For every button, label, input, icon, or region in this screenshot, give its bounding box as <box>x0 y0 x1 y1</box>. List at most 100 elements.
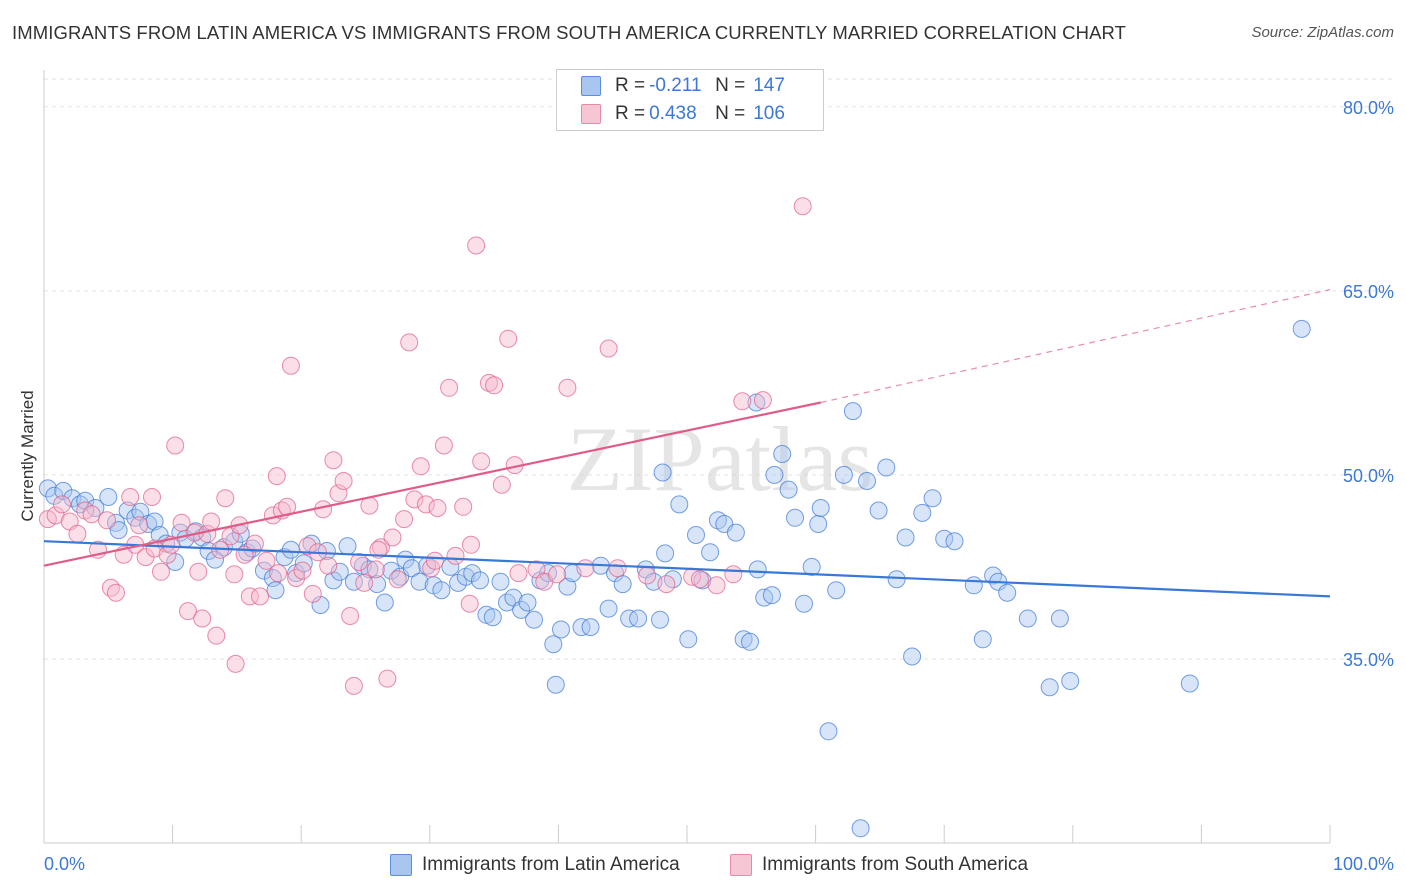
latin-america-point <box>54 481 73 500</box>
legend-n-label: N = <box>715 103 746 124</box>
legend-r-label: R = <box>615 103 646 124</box>
south-america-point <box>416 495 435 514</box>
south-america-point <box>341 607 360 625</box>
south-america-point <box>576 559 595 578</box>
latin-america-point <box>518 593 537 612</box>
y-axis-label: Currently Married <box>18 390 37 521</box>
latin-america-point <box>679 630 698 649</box>
latin-america-point <box>964 576 983 595</box>
south-america-point <box>733 392 752 411</box>
latin-america-point <box>877 458 896 477</box>
y-tick-label: 80.0% <box>1343 98 1394 118</box>
south-america-point <box>434 436 453 455</box>
legend-swatch-blue <box>581 76 601 96</box>
south-america-point <box>202 512 221 531</box>
trend-lines <box>43 289 1331 598</box>
latin-america-point <box>145 512 164 531</box>
latin-america-point <box>118 501 137 520</box>
latin-america-point <box>375 593 394 612</box>
latin-america-point <box>827 581 846 600</box>
south-america-point <box>179 602 197 621</box>
latin-america-point <box>935 529 954 548</box>
latin-america-trend-line <box>43 540 1331 598</box>
south-america-point <box>251 587 269 606</box>
legend-r-value: 0.438 <box>649 103 697 124</box>
latin-america-point <box>701 543 720 562</box>
latin-america-point <box>471 571 489 590</box>
x-axis-ticks <box>43 825 1331 843</box>
latin-america-point <box>483 608 502 627</box>
south-america-point <box>558 378 577 397</box>
latin-america-point <box>795 594 813 613</box>
chart-source: Source: ZipAtlas.com <box>1251 24 1394 41</box>
latin-america-point <box>1040 678 1059 697</box>
latin-america-point <box>463 564 482 583</box>
south-america-point <box>446 546 465 565</box>
south-america-point <box>492 475 511 494</box>
legend-swatch-pink <box>581 104 601 124</box>
south-america-point <box>753 391 772 410</box>
latin-america-point <box>670 495 689 514</box>
latin-america-point <box>811 499 830 517</box>
south-america-point <box>428 499 447 517</box>
latin-america-point <box>998 583 1017 602</box>
latin-america-point <box>809 515 828 533</box>
south-america-point <box>216 489 235 508</box>
latin-america-point <box>887 570 906 589</box>
latin-america-point <box>779 480 798 499</box>
latin-america-point <box>653 463 672 482</box>
south-america-point <box>82 505 101 524</box>
latin-america-point <box>546 675 565 694</box>
bottom-legend-label: Immigrants from Latin America <box>422 854 680 875</box>
south-america-point <box>53 495 71 514</box>
latin-america-point <box>923 489 942 508</box>
latin-america-point <box>512 600 531 619</box>
south-america-point <box>485 376 504 395</box>
latin-america-point <box>687 526 705 544</box>
grid-lines <box>44 78 1394 660</box>
latin-america-point <box>539 564 558 583</box>
latin-america-point <box>38 479 57 498</box>
latin-america-point <box>166 553 185 571</box>
south-america-point <box>152 562 170 581</box>
latin-america-point <box>294 554 313 573</box>
south-america-point <box>193 609 212 628</box>
south-america-point <box>383 528 402 547</box>
latin-america-point <box>896 528 915 547</box>
south-america-point <box>462 535 480 554</box>
chart-title: IMMIGRANTS FROM LATIN AMERICA VS IMMIGRA… <box>12 22 1127 43</box>
south-america-point <box>189 562 208 581</box>
south-america-point <box>298 537 317 556</box>
y-tick-label: 65.0% <box>1343 282 1394 302</box>
south-america-trend-extension <box>820 289 1331 404</box>
latin-america-point <box>651 610 669 629</box>
latin-america-point <box>786 508 804 527</box>
legend-row-south-america: R = 0.438 N = 106 <box>581 102 785 126</box>
latin-america-point <box>432 581 451 600</box>
x-tick-label-min: 0.0% <box>44 854 85 874</box>
bottom-legend-south-america: Immigrants from South America <box>730 852 1028 878</box>
latin-america-point <box>599 599 618 618</box>
south-america-point <box>657 575 676 594</box>
latin-america-point <box>843 402 862 421</box>
bottom-legend-label: Immigrants from South America <box>762 854 1029 875</box>
south-america-point <box>388 570 407 589</box>
south-america-point <box>378 669 397 688</box>
latin-america-point <box>275 548 294 567</box>
south-america-point <box>472 452 491 471</box>
south-america-point <box>440 378 459 397</box>
series-south-america-points <box>38 197 812 695</box>
latin-america-point <box>1180 674 1199 693</box>
south-america-point <box>334 472 353 490</box>
latin-america-point <box>266 581 285 600</box>
south-america-trend-line <box>43 401 821 567</box>
south-america-point <box>107 583 125 602</box>
south-america-point <box>369 540 388 559</box>
latin-america-point <box>629 609 648 628</box>
latin-america-point <box>330 562 349 581</box>
latin-america-point <box>552 620 570 639</box>
latin-america-point <box>903 647 922 666</box>
south-america-point <box>460 594 479 613</box>
south-america-point <box>454 497 473 516</box>
